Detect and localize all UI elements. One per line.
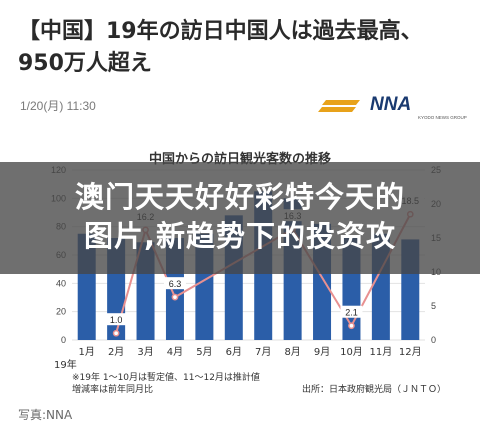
- overlay-banner-text: 澳门天天好好彩特今天的 图片,新趋势下的投资攻: [0, 178, 480, 256]
- growth-rate-point: [112, 329, 120, 337]
- x-tick-label: 2月: [108, 346, 124, 358]
- overlay-banner: [0, 162, 480, 274]
- left-axis-tick: 40: [56, 278, 66, 288]
- x-tick-label: 10月: [340, 346, 363, 358]
- data-label-bg: [163, 277, 186, 290]
- data-label-bg: [105, 313, 128, 326]
- nna-logo-text: NNA: [370, 94, 411, 115]
- data-label-bg: [340, 305, 363, 318]
- x-tick-label: 7月: [255, 346, 271, 358]
- x-tick-label: 9月: [314, 346, 330, 358]
- x-tick-label: 3月: [137, 346, 153, 358]
- year-label: 19年: [54, 358, 77, 371]
- data-label: 6.3: [169, 279, 182, 289]
- x-tick-label: 8月: [284, 346, 300, 358]
- article-date: 1/20(月) 11:30: [20, 99, 96, 113]
- note-line-1: ※19年 1〜10月は暫定値、11〜12月は推計値: [72, 373, 260, 383]
- nna-logo-subtext: KYODO NEWS GROUP: [418, 115, 467, 120]
- note-line-2: 増減率は前年同月比: [72, 385, 154, 395]
- data-label: 2.1: [345, 308, 358, 318]
- data-label: 1.0: [110, 315, 123, 325]
- nna-logo-icon: [318, 100, 360, 112]
- banner-line-2: 图片,新趋势下的投资攻: [83, 219, 397, 253]
- headline-line-1: 【中国】19年の訪日中国人は過去最高、: [18, 19, 423, 44]
- banner-line-1: 澳门天天好好彩特今天的: [74, 180, 405, 214]
- right-axis-tick: 5: [431, 301, 436, 311]
- article-headline: 【中国】19年の訪日中国人は過去最高、 950万人超え: [18, 16, 468, 80]
- left-axis-tick: 0: [61, 335, 66, 345]
- x-tick-label: 12月: [399, 346, 422, 358]
- right-axis-tick: 0: [431, 335, 436, 345]
- x-tick-label: 5月: [196, 346, 212, 358]
- growth-rate-point: [348, 322, 355, 330]
- headline-line-2: 950万人超え: [18, 51, 152, 76]
- growth-rate-point: [171, 293, 179, 301]
- chart-notes: ※19年 1〜10月は暫定値、11〜12月は推計値 増減率は前年同月比 出所：日…: [72, 372, 452, 396]
- x-tick-label: 6月: [226, 346, 242, 358]
- nna-logo: NNA KYODO NEWS GROUP: [318, 94, 467, 120]
- x-tick-label: 4月: [167, 346, 183, 358]
- x-tick-label: 11月: [370, 346, 393, 358]
- chart-source: 出所：日本政府観光局（ＪＮＴＯ）: [301, 385, 446, 395]
- left-axis-tick: 20: [56, 307, 66, 317]
- x-tick-label: 1月: [79, 346, 95, 358]
- photo-credit: 写真:NNA: [18, 408, 73, 422]
